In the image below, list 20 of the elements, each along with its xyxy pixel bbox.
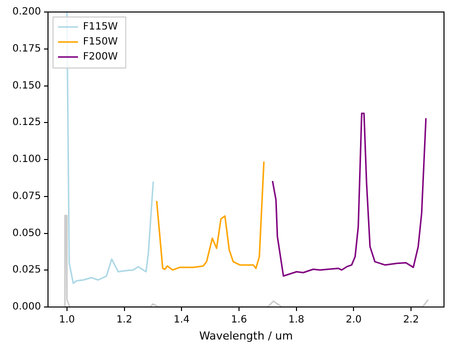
x-tick-label: 1.0 <box>58 314 75 326</box>
x-tick-label: 1.8 <box>288 314 304 326</box>
x-tick-label: 1.2 <box>116 314 132 326</box>
x-axis-title: Wavelength / um <box>199 329 293 342</box>
y-tick-label: 0.200 <box>12 6 41 18</box>
y-tick-label: 0.025 <box>12 264 41 276</box>
x-tick-label: 2.0 <box>346 314 362 326</box>
legend-label: F150W <box>83 36 118 48</box>
x-tick-label: 1.4 <box>174 314 190 326</box>
y-tick-label: 0.125 <box>12 117 41 128</box>
x-tick-label: 2.2 <box>403 314 419 326</box>
y-tick-label: 0.100 <box>12 154 41 166</box>
y-tick-label: 0.000 <box>12 302 41 313</box>
y-tick-label: 0.075 <box>12 190 41 202</box>
y-tick-label: 0.150 <box>12 80 41 92</box>
y-tick-label: 0.175 <box>12 43 41 54</box>
legend-label: F200W <box>83 52 118 63</box>
legend-label: F115W <box>83 22 118 33</box>
x-tick-label: 1.6 <box>231 314 247 326</box>
y-tick-label: 0.050 <box>12 228 41 239</box>
